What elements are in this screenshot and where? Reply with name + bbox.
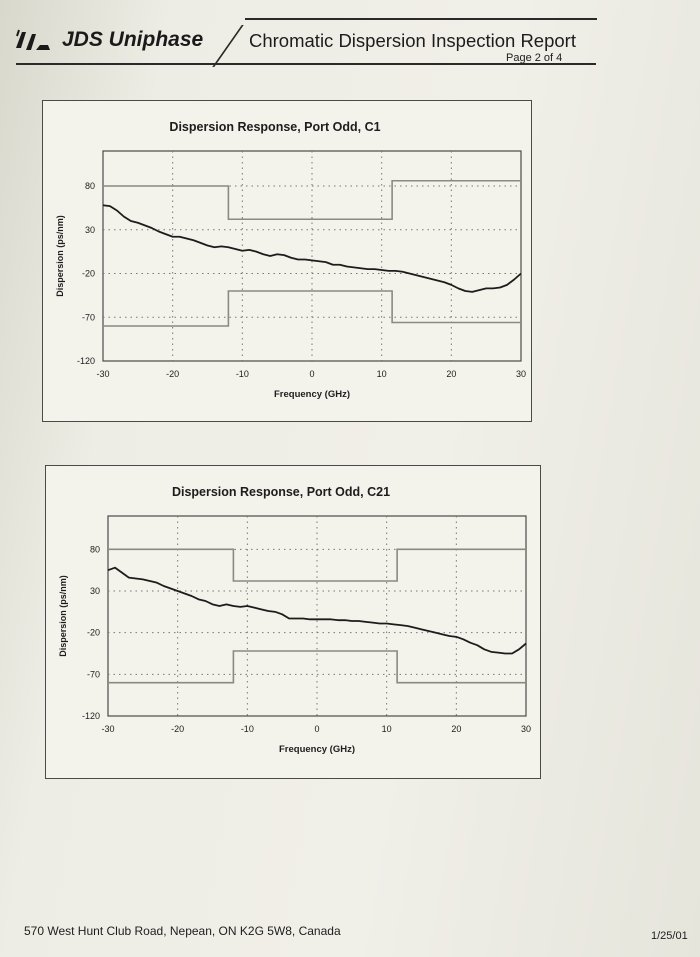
x-tick-label: 0	[309, 369, 314, 379]
y-tick-label: 30	[85, 225, 95, 235]
x-axis-label: Frequency (GHz)	[274, 389, 350, 400]
y-tick-label: 80	[90, 544, 100, 554]
logo-text: JDS Uniphase	[62, 28, 204, 51]
lower-limit-mask	[108, 650, 526, 684]
y-tick-label: -70	[87, 669, 100, 679]
x-tick-label: -20	[166, 369, 179, 379]
upper-limit-mask	[103, 179, 521, 221]
x-tick-label: 10	[382, 724, 392, 734]
page-number: Page 2 of 4	[506, 52, 563, 64]
dispersion-curve	[102, 204, 522, 293]
x-tick-label: -20	[171, 724, 184, 734]
y-tick-label: -120	[77, 356, 95, 366]
title-rule	[245, 18, 597, 20]
footer-address: 570 West Hunt Club Road, Nepean, ON K2G …	[24, 924, 341, 938]
footer-date: 1/25/01	[651, 930, 688, 942]
x-tick-label: 10	[377, 369, 387, 379]
y-tick-label: -120	[82, 711, 100, 721]
y-tick-label: 30	[90, 586, 100, 596]
y-axis-label: Dispersion (ps/nm)	[55, 215, 65, 297]
chart-c21: Dispersion Response, Port Odd, C21 -30 -20…	[45, 465, 541, 779]
jdsu-logo-icon	[16, 29, 50, 50]
chart-title: Dispersion Response, Port Odd, C21	[172, 485, 390, 499]
chart-c1-svg: Dispersion Response, Port Odd, C1 -30 -20 -…	[55, 120, 526, 400]
x-tick-label: -30	[101, 724, 114, 734]
chart-c1: Dispersion Response, Port Odd, C1 -30 -20 -…	[42, 100, 532, 422]
x-axis-label: Frequency (GHz)	[279, 744, 355, 755]
y-tick-label: -70	[82, 312, 95, 322]
header-slash	[212, 25, 244, 67]
x-tick-label: -30	[96, 369, 109, 379]
x-tick-label: 30	[521, 724, 531, 734]
x-tick-label: 30	[516, 369, 526, 379]
lower-limit-mask	[103, 290, 521, 327]
chart-c21-svg: Dispersion Response, Port Odd, C21 -30 -20…	[58, 485, 531, 755]
dispersion-curve	[107, 566, 527, 655]
header-rule	[16, 63, 596, 65]
x-tick-label: 20	[451, 724, 461, 734]
x-tick-label: 20	[446, 369, 456, 379]
y-tick-label: -20	[87, 628, 100, 638]
x-tick-label: -10	[241, 724, 254, 734]
y-tick-label: -20	[82, 269, 95, 279]
y-tick-label: 80	[85, 181, 95, 191]
x-tick-label: -10	[236, 369, 249, 379]
x-tick-label: 0	[314, 724, 319, 734]
company-logo: JDS Uniphase	[14, 28, 203, 52]
chart-title: Dispersion Response, Port Odd, C1	[169, 120, 380, 134]
report-title: Chromatic Dispersion Inspection Report	[249, 30, 576, 51]
y-axis-label: Dispersion (ps/nm)	[58, 575, 68, 657]
upper-limit-mask	[108, 548, 526, 582]
